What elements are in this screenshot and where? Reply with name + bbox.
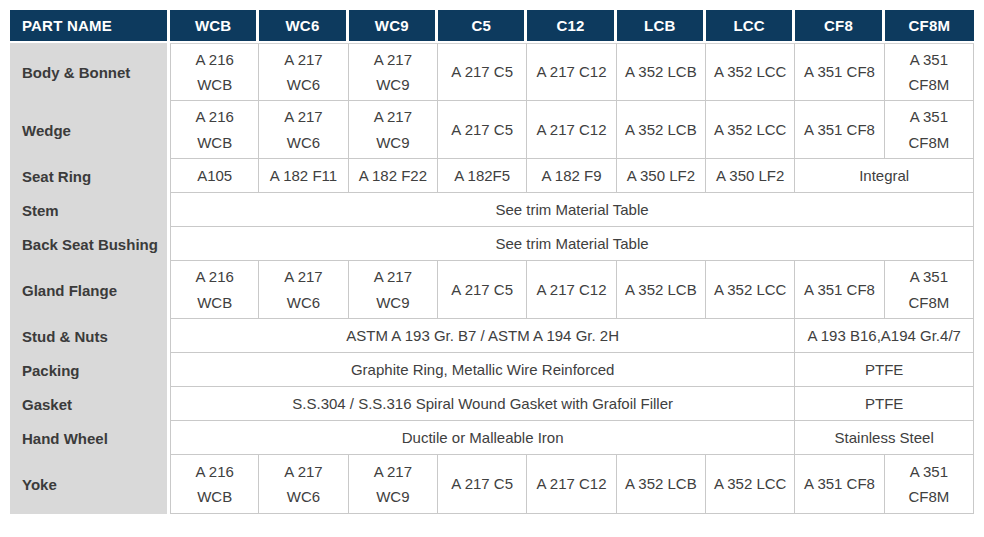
table-cell-merged: Integral: [795, 159, 974, 193]
materials-spec-page: PART NAME WCB WC6 WC9 C5 C12 LCB LCC CF8…: [0, 0, 984, 524]
column-header-c12: C12: [527, 10, 616, 43]
table-cell: A 217 WC6: [259, 101, 348, 159]
table-cell: A 352 LCB: [617, 455, 706, 514]
row-label-stem: Stem: [10, 193, 170, 227]
table-cell: A 217 WC9: [349, 43, 438, 101]
table-cell: A 351 CF8M: [885, 43, 974, 101]
table-cell: A 217 WC9: [349, 455, 438, 514]
column-header-wcb: WCB: [170, 10, 259, 43]
table-cell-merged: S.S.304 / S.S.316 Spiral Wound Gasket wi…: [170, 387, 795, 421]
row-label-hand-wheel: Hand Wheel: [10, 421, 170, 455]
table-cell: A 352 LCC: [706, 261, 795, 319]
table-cell: A105: [170, 159, 259, 193]
materials-spec-table: PART NAME WCB WC6 WC9 C5 C12 LCB LCC CF8…: [10, 10, 974, 514]
table-cell: A 352 LCC: [706, 101, 795, 159]
table-cell: A 352 LCC: [706, 43, 795, 101]
table-cell: A 352 LCB: [617, 101, 706, 159]
column-header-cf8m: CF8M: [885, 10, 974, 43]
table-cell: A 351 CF8: [795, 101, 884, 159]
table-cell: A 351 CF8M: [885, 455, 974, 514]
column-header-c5: C5: [438, 10, 527, 43]
table-cell: A 217 C12: [527, 43, 616, 101]
table-cell: A 182 F11: [259, 159, 348, 193]
table-cell: A 217 WC6: [259, 43, 348, 101]
table-cell: A 217 WC9: [349, 261, 438, 319]
table-cell: A 351 CF8: [795, 261, 884, 319]
table-cell-merged: See trim Material Table: [170, 193, 974, 227]
table-cell: A 351 CF8: [795, 43, 884, 101]
row-label-wedge: Wedge: [10, 101, 170, 159]
row-label-packing: Packing: [10, 353, 170, 387]
table-cell: A 217 C12: [527, 101, 616, 159]
table-cell: A 352 LCB: [617, 43, 706, 101]
column-header-cf8: CF8: [795, 10, 884, 43]
table-cell: A 351 CF8: [795, 455, 884, 514]
table-cell: A 217 C5: [438, 261, 527, 319]
table-cell-merged: ASTM A 193 Gr. B7 / ASTM A 194 Gr. 2H: [170, 319, 795, 353]
table-cell-merged: Stainless Steel: [795, 421, 974, 455]
table-cell-merged: See trim Material Table: [170, 227, 974, 261]
row-label-back-seat-bushing: Back Seat Bushing: [10, 227, 170, 261]
table-cell: A 352 LCB: [617, 261, 706, 319]
row-label-yoke: Yoke: [10, 455, 170, 514]
table-cell: A 182 F22: [349, 159, 438, 193]
table-cell-merged: Ductile or Malleable Iron: [170, 421, 795, 455]
table-cell-merged: PTFE: [795, 353, 974, 387]
table-cell: A 350 LF2: [706, 159, 795, 193]
table-cell: A 217 C5: [438, 43, 527, 101]
table-cell: A 217 C12: [527, 261, 616, 319]
table-cell: A 351 CF8M: [885, 101, 974, 159]
row-label-body-bonnet: Body & Bonnet: [10, 43, 170, 101]
table-cell: A 217 WC6: [259, 455, 348, 514]
column-header-lcb: LCB: [617, 10, 706, 43]
table-cell: A 352 LCC: [706, 455, 795, 514]
table-cell: A 351 CF8M: [885, 261, 974, 319]
table-cell: A 217 WC6: [259, 261, 348, 319]
table-cell: A 182F5: [438, 159, 527, 193]
column-header-wc9: WC9: [349, 10, 438, 43]
table-cell: A 216 WCB: [170, 261, 259, 319]
table-cell: A 216 WCB: [170, 43, 259, 101]
column-header-wc6: WC6: [259, 10, 348, 43]
table-cell-merged: PTFE: [795, 387, 974, 421]
row-label-gland-flange: Gland Flange: [10, 261, 170, 319]
column-header-part-name: PART NAME: [10, 10, 170, 43]
table-cell-merged: Graphite Ring, Metallic Wire Reinforced: [170, 353, 795, 387]
table-cell: A 216 WCB: [170, 101, 259, 159]
table-cell-merged: A 193 B16,A194 Gr.4/7: [795, 319, 974, 353]
table-cell: A 350 LF2: [617, 159, 706, 193]
row-label-gasket: Gasket: [10, 387, 170, 421]
table-cell: A 217 C5: [438, 455, 527, 514]
table-cell: A 217 WC9: [349, 101, 438, 159]
table-cell: A 217 C12: [527, 455, 616, 514]
table-cell: A 216 WCB: [170, 455, 259, 514]
column-header-lcc: LCC: [706, 10, 795, 43]
table-cell: A 182 F9: [527, 159, 616, 193]
row-label-stud-nuts: Stud & Nuts: [10, 319, 170, 353]
row-label-seat-ring: Seat Ring: [10, 159, 170, 193]
table-cell: A 217 C5: [438, 101, 527, 159]
